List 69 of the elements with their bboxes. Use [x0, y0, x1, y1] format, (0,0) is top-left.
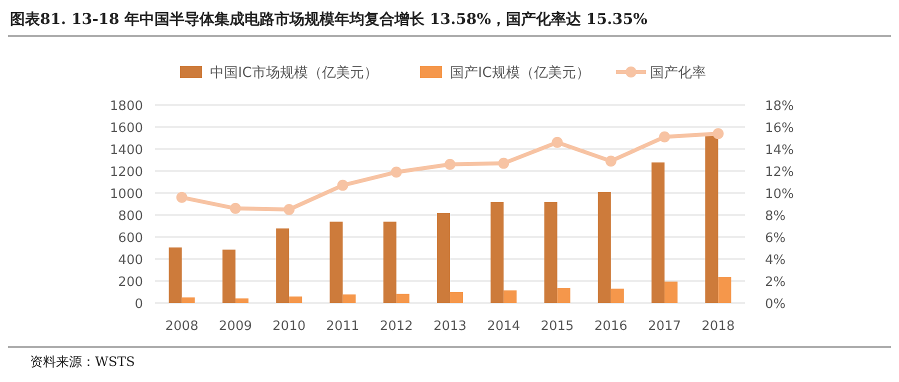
y2-tick-label: 6%	[765, 231, 786, 246]
bar	[504, 290, 517, 303]
legend-label: 中国IC市场规模（亿美元）	[210, 65, 378, 81]
point	[284, 204, 295, 215]
y2-tick-label: 16%	[765, 121, 794, 136]
y-tick-label: 1400	[110, 143, 143, 158]
bar	[450, 292, 463, 303]
point	[176, 192, 188, 203]
y-tick-label: 200	[118, 275, 143, 290]
bar	[289, 296, 302, 303]
bar	[330, 222, 343, 303]
x-tick-label: 2012	[380, 319, 413, 334]
bar	[182, 297, 195, 303]
bar	[598, 192, 611, 303]
point	[605, 156, 616, 167]
y2-tick-label: 4%	[765, 253, 786, 268]
y-tick-label: 800	[118, 209, 143, 224]
y-tick-label: 1800	[110, 99, 143, 114]
y-tick-label: 0	[134, 297, 143, 312]
y-tick-label: 1200	[110, 165, 143, 180]
legend-label: 国产化率	[650, 65, 706, 81]
text: 资料来源：WSTS	[30, 355, 135, 370]
y-tick-label: 1600	[110, 121, 143, 136]
bar	[437, 213, 450, 303]
point	[659, 131, 670, 142]
x-tick-label: 2014	[487, 319, 520, 334]
x-tick-label: 2015	[540, 319, 574, 334]
bar	[235, 298, 248, 303]
point	[337, 180, 348, 191]
bar	[168, 247, 182, 303]
y2-tick-label: 18%	[765, 99, 794, 114]
chart-title: 图表81. 13-18 年中国半导体集成电路市场规模年均复合增长 13.58%，国产化率达 15.35%	[10, 10, 648, 28]
y2-tick-label: 12%	[765, 165, 794, 180]
bar	[490, 202, 504, 303]
bar	[383, 222, 396, 303]
y2-tick-label: 10%	[765, 187, 794, 202]
bar	[557, 288, 570, 303]
y2-tick-label: 14%	[765, 143, 794, 158]
bar	[396, 294, 410, 303]
y2-tick-label: 2%	[765, 275, 786, 290]
y-tick-label: 1000	[110, 187, 143, 202]
y2-tick-label: 8%	[765, 209, 786, 224]
y-tick-label: 400	[118, 253, 143, 268]
bar	[222, 250, 236, 303]
bar	[544, 202, 558, 303]
bar	[342, 294, 356, 303]
bar	[276, 228, 290, 303]
x-tick-label: 2008	[165, 319, 198, 334]
legend-label: 国产IC规模（亿美元）	[450, 65, 590, 81]
x-tick-label: 2011	[326, 319, 360, 334]
x-tick-label: 2017	[648, 319, 682, 334]
point	[444, 158, 456, 170]
point	[552, 136, 563, 148]
point	[390, 166, 402, 178]
y2-tick-label: 0%	[765, 297, 786, 312]
x-tick-label: 2013	[433, 319, 467, 334]
point	[498, 158, 510, 169]
x-tick-label: 2010	[272, 319, 306, 334]
bar	[610, 288, 624, 303]
bar	[664, 282, 678, 303]
bar	[652, 162, 665, 303]
y-tick-label: 600	[118, 231, 143, 246]
point	[230, 202, 241, 214]
x-tick-label: 2018	[702, 319, 735, 334]
bar	[705, 135, 718, 303]
bar	[718, 277, 732, 303]
x-tick-label: 2009	[218, 319, 252, 334]
point	[712, 128, 724, 140]
x-tick-label: 2016	[594, 319, 628, 334]
